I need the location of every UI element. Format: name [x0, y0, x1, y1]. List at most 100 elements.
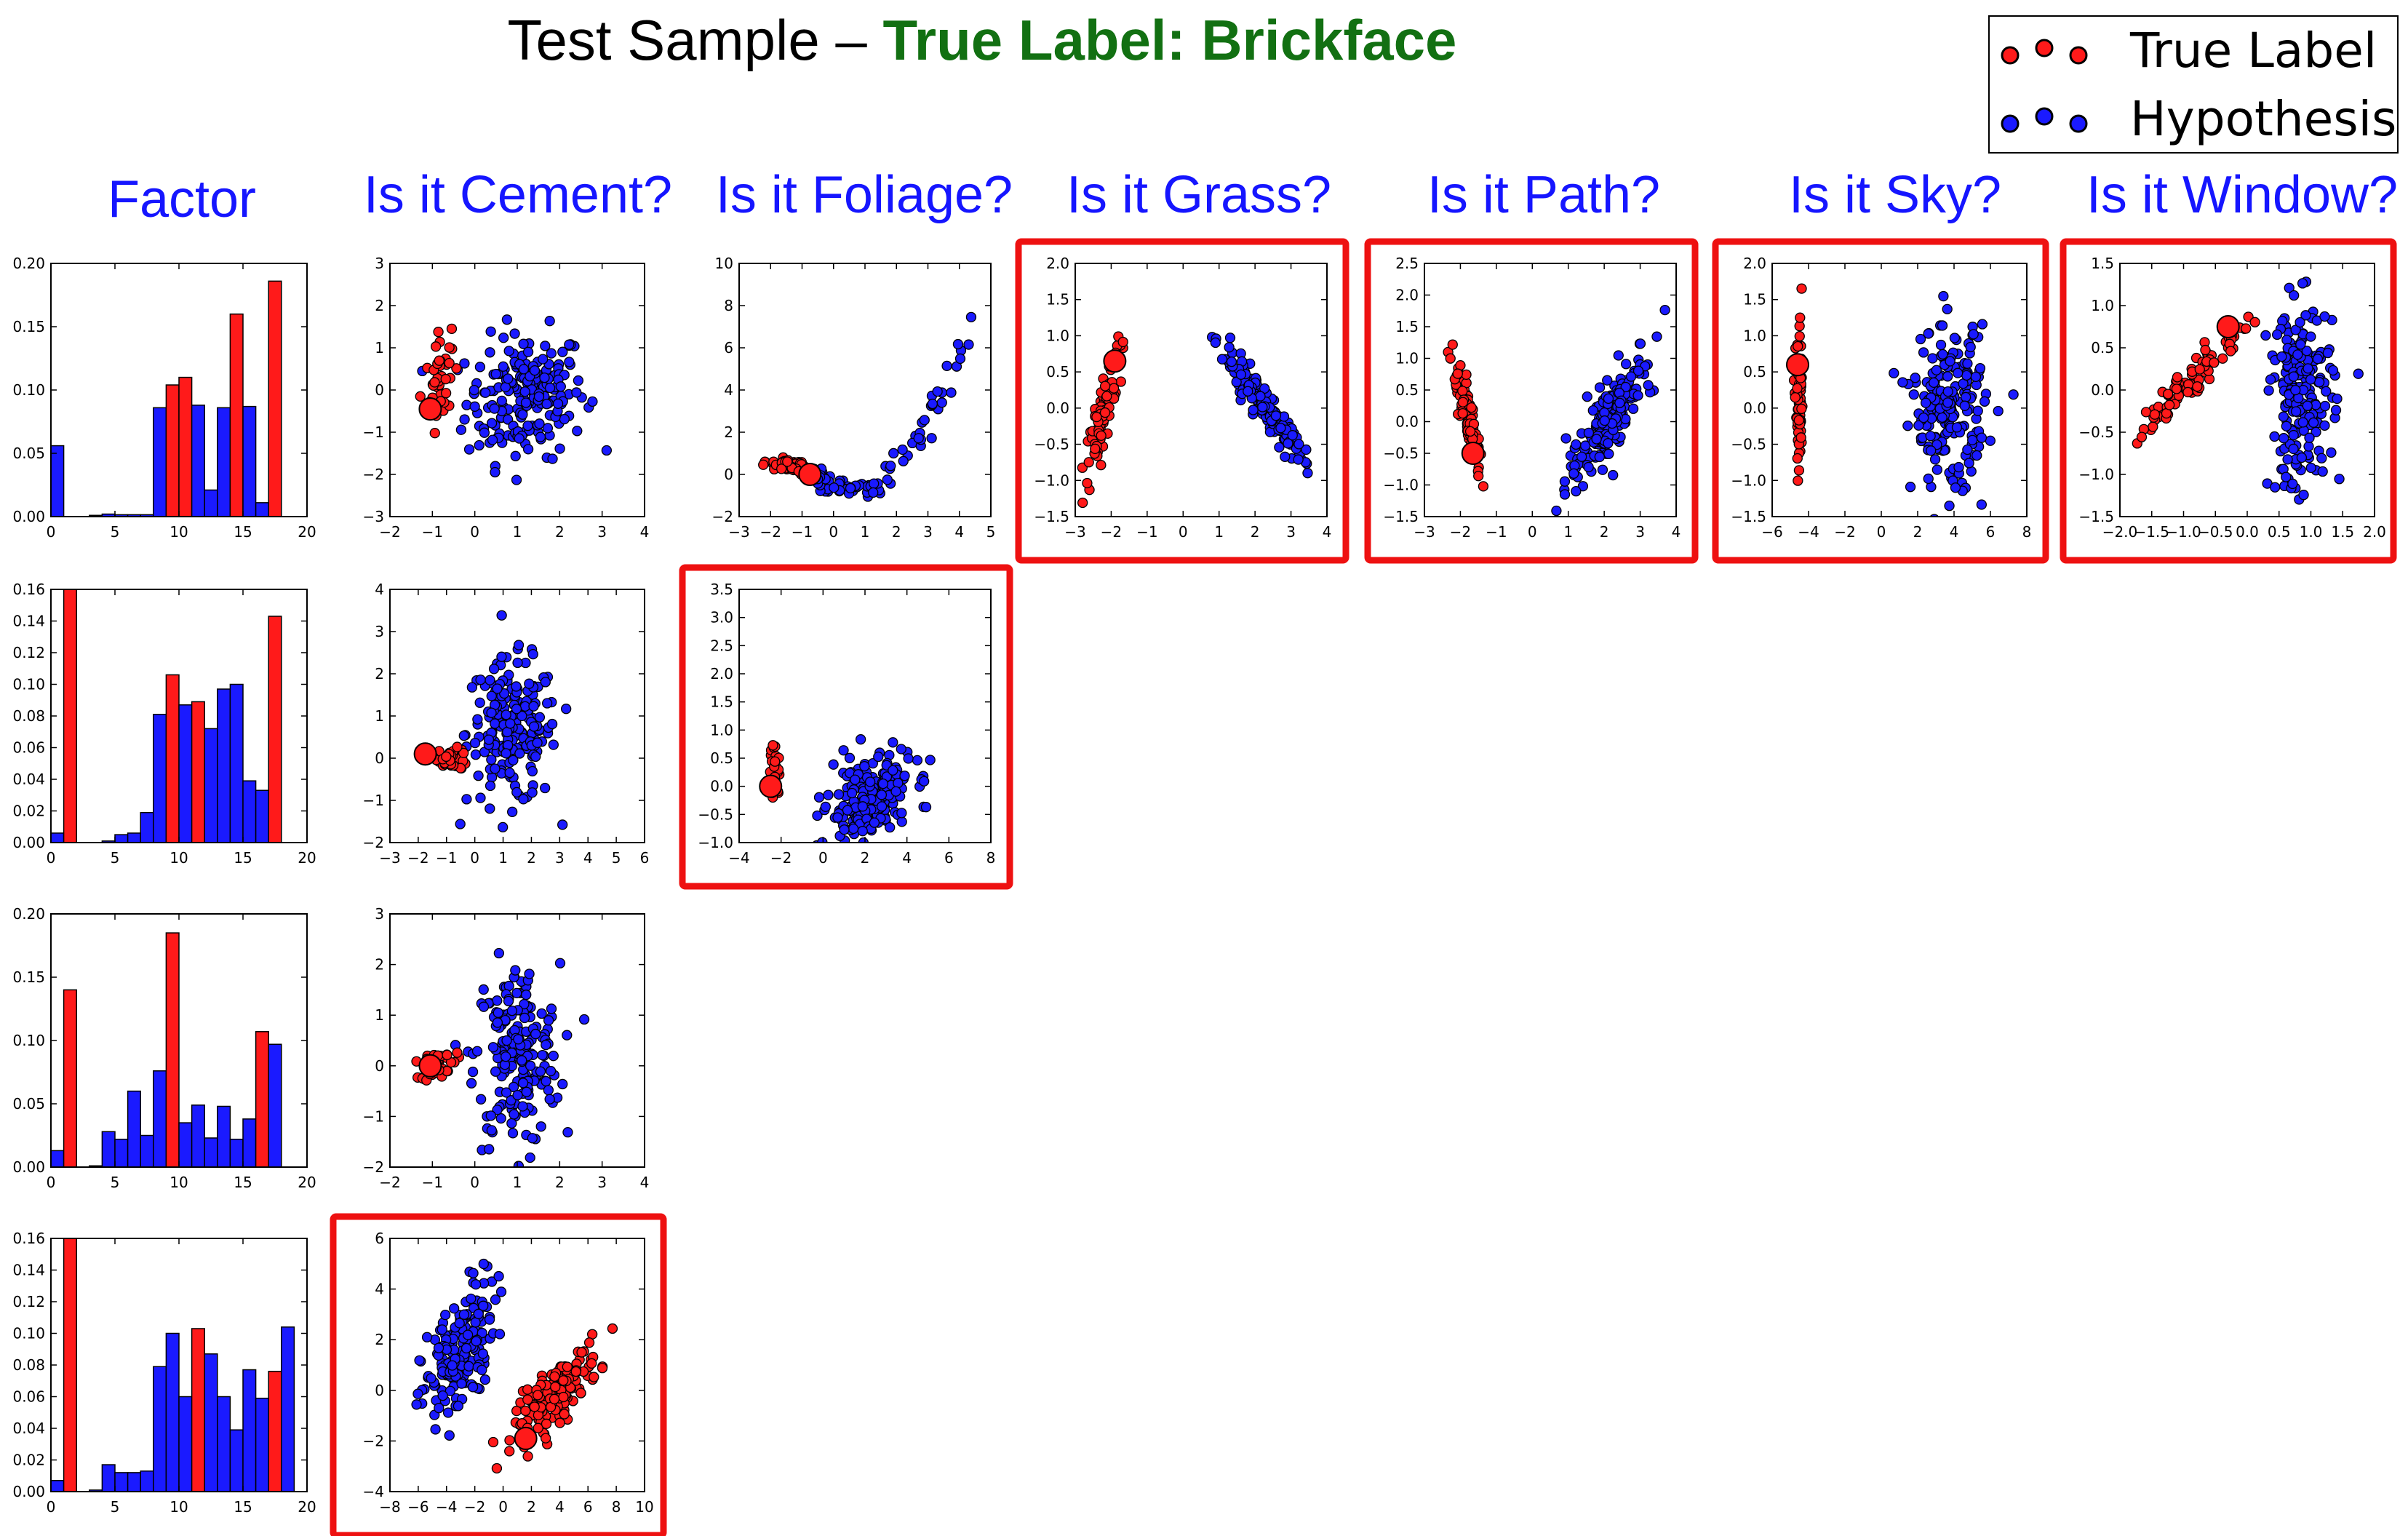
hypothesis-point: [869, 478, 880, 489]
hypothesis-point: [1224, 342, 1235, 353]
highlight-boxes: [330, 238, 2397, 1536]
hypothesis-point: [1931, 365, 1942, 375]
hypothesis-point: [828, 759, 839, 770]
hypothesis-point: [2288, 443, 2299, 455]
true-label-point: [1101, 391, 1112, 402]
hypothesis-point: [893, 778, 904, 789]
hypothesis-point: [1935, 339, 1947, 351]
hypothesis-point: [1255, 391, 1266, 402]
y-tick-label: −2: [363, 466, 384, 483]
bar: [191, 1328, 205, 1492]
hypothesis-point: [511, 474, 522, 485]
y-tick-label: 2: [375, 956, 384, 974]
hypothesis-point: [1603, 448, 1614, 459]
plot-area: [51, 932, 282, 1167]
hypothesis-point: [539, 373, 550, 383]
hypothesis-point: [885, 461, 896, 471]
hypothesis-point: [411, 1399, 422, 1410]
hypothesis-point: [484, 850, 493, 859]
hypothesis-point: [1942, 371, 1953, 382]
hypothesis-point: [941, 360, 952, 372]
hypothesis-point: [493, 1270, 504, 1282]
bar: [165, 932, 180, 1167]
hypothesis-point: [511, 787, 522, 798]
hypothesis-point: [1953, 367, 1964, 378]
hypothesis-point: [496, 395, 507, 407]
y-tick-label: 0.04: [12, 1420, 45, 1437]
x-tick-label: 0: [1877, 523, 1886, 541]
y-tick-label: 0.08: [12, 1356, 45, 1374]
hypothesis-point: [486, 707, 497, 718]
hypothesis-point: [1970, 371, 1982, 382]
hypothesis-point: [1937, 412, 1947, 423]
hypothesis-point: [859, 760, 870, 772]
x-tick-label: 5: [111, 1174, 120, 1191]
y-tick-label: −1.5: [2078, 508, 2114, 525]
hypothesis-point: [517, 1078, 529, 1089]
true-label-point: [1461, 369, 1472, 381]
y-tick-label: 1.5: [2091, 255, 2114, 272]
hypothesis-point: [885, 822, 896, 833]
x-tick-label: 1: [861, 523, 870, 541]
y-tick-label: −0.5: [1034, 436, 1069, 453]
hypothesis-point: [498, 821, 509, 833]
bar: [165, 674, 180, 843]
hypothesis-point: [518, 794, 529, 805]
hypothesis-point: [952, 338, 964, 350]
hypothesis-point: [496, 651, 507, 662]
hypothesis-point: [458, 730, 469, 741]
y-tick-label: 2.0: [1743, 255, 1766, 272]
hypothesis-point: [506, 1005, 518, 1016]
hypothesis-point: [2297, 278, 2308, 289]
hypothesis-point: [2308, 417, 2319, 428]
y-tick-label: 0.10: [12, 1032, 45, 1049]
hypothesis-point: [544, 1094, 555, 1105]
x-tick-label: 3: [555, 849, 565, 867]
hypothesis-point: [1235, 369, 1247, 380]
hypothesis-point: [1293, 454, 1304, 465]
hypothesis-point: [501, 709, 511, 720]
hypothesis-point: [1942, 386, 1953, 397]
hypothesis-point: [475, 675, 486, 685]
true-label-point: [2136, 431, 2148, 442]
hypothesis-point: [486, 691, 497, 701]
true-label-point: [559, 1409, 570, 1420]
x-tick-label: −3: [1414, 523, 1435, 541]
x-tick-label: 1: [1563, 523, 1573, 541]
test-sample-marker: [418, 397, 442, 421]
hypothesis-point: [2278, 411, 2289, 422]
y-tick-label: 4: [375, 1281, 384, 1298]
test-sample-marker: [2216, 315, 2240, 338]
highlight-box-foliage-2: [679, 564, 1013, 890]
x-tick-label: −4: [1798, 523, 1819, 541]
hypothesis-point: [521, 1086, 532, 1097]
y-tick-label: 2.0: [710, 665, 733, 683]
hypothesis-point: [1927, 353, 1938, 364]
hypothesis-point: [561, 704, 572, 715]
y-tick-label: 4: [375, 581, 384, 598]
hypothesis-point: [474, 362, 486, 373]
hypothesis-point: [2311, 426, 2321, 438]
x-tick-label: 5: [111, 523, 120, 541]
hypothesis-point: [1591, 434, 1602, 445]
bar: [153, 407, 167, 517]
x-tick-label: 15: [234, 1174, 252, 1191]
y-tick-label: 0.05: [12, 445, 45, 462]
true-label-point: [1099, 381, 1111, 391]
bar: [255, 502, 269, 517]
x-tick-label: 0: [818, 849, 828, 867]
hypothesis-point: [1210, 337, 1221, 349]
hypothesis-point: [858, 837, 869, 843]
hypothesis-point: [839, 856, 848, 866]
hypothesis-point: [505, 718, 516, 729]
x-tick-label: 15: [234, 523, 252, 541]
true-label-point: [562, 1361, 573, 1372]
hypothesis-point: [932, 386, 943, 397]
plot-area: [411, 1258, 618, 1474]
hypothesis-point: [513, 1034, 524, 1045]
x-tick-label: 4: [640, 523, 650, 541]
hypothesis-point: [2282, 454, 2293, 465]
true-label-point: [520, 1405, 531, 1417]
true-label-point: [549, 1371, 560, 1382]
